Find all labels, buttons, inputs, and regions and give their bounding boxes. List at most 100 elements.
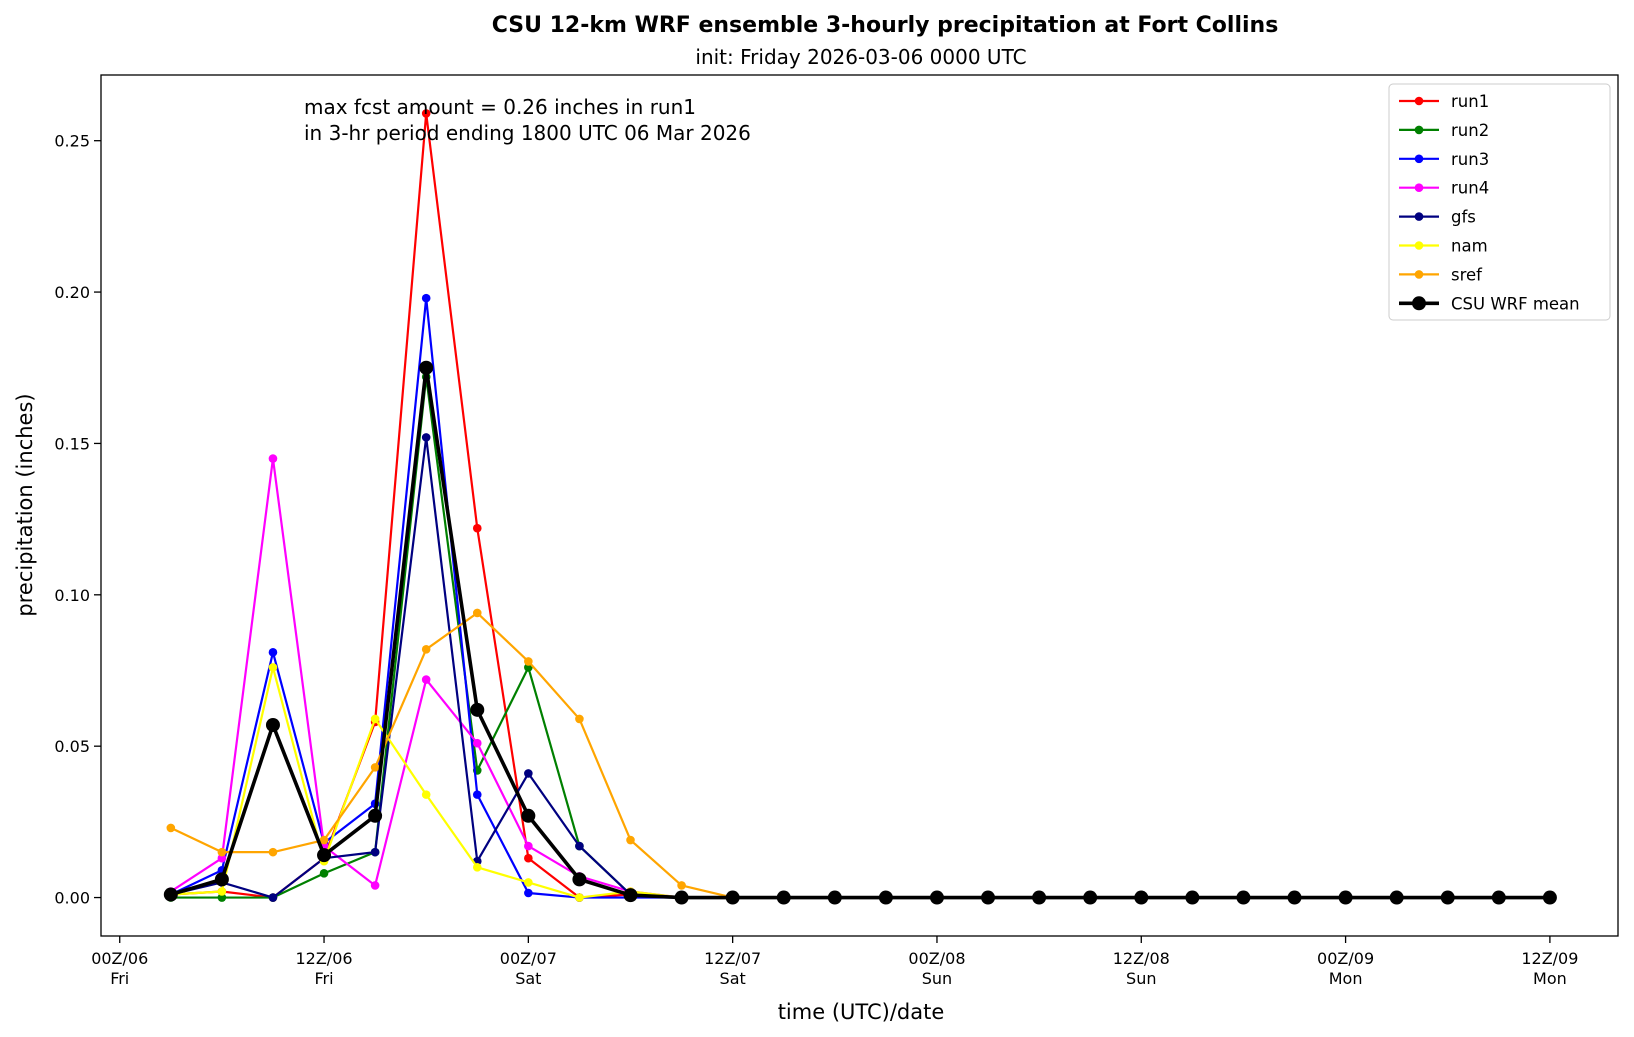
data-point — [166, 823, 176, 833]
legend-label: CSU WRF mean — [1451, 294, 1580, 313]
data-point — [317, 848, 332, 863]
series-nam — [166, 663, 1555, 902]
data-point — [472, 862, 482, 872]
data-point — [214, 872, 229, 887]
data-point — [368, 808, 383, 823]
data-point — [421, 109, 431, 118]
legend-marker — [1414, 125, 1424, 135]
data-point — [268, 648, 278, 657]
data-point — [370, 714, 380, 724]
data-point — [1338, 890, 1353, 905]
data-point — [1134, 890, 1149, 905]
legend-item: run4 — [1399, 179, 1489, 198]
legend-item: run3 — [1399, 150, 1489, 169]
data-point — [268, 663, 278, 672]
data-point — [217, 847, 227, 857]
legend-label: run3 — [1451, 150, 1489, 169]
legend-marker — [1414, 154, 1424, 164]
data-point — [472, 523, 482, 533]
x-tick-label: 00Z/06 — [91, 949, 148, 968]
data-point — [1287, 890, 1302, 905]
data-point — [217, 893, 227, 902]
x-tick-label: 00Z/09 — [1317, 949, 1374, 968]
data-point — [370, 881, 380, 890]
legend-item: sref — [1399, 265, 1483, 284]
legend-label: run1 — [1451, 92, 1489, 111]
data-point — [677, 881, 686, 890]
data-point — [1236, 890, 1251, 905]
y-tick-label: 0.05 — [54, 737, 90, 756]
x-tick-label: Sun — [1126, 969, 1156, 988]
x-tick-label: 12Z/08 — [1113, 949, 1170, 968]
legend-marker — [1414, 183, 1424, 192]
x-tick-label: 12Z/07 — [704, 949, 761, 968]
data-point — [163, 887, 178, 902]
data-point — [524, 853, 533, 863]
legend-label: run4 — [1451, 179, 1489, 198]
data-point — [472, 608, 482, 618]
legend-marker — [1414, 96, 1424, 106]
axis-ticks: 0.000.050.100.150.200.2500Z/06Fri12Z/06F… — [54, 132, 1578, 988]
data-point — [575, 893, 584, 902]
plot-frame — [100, 74, 1619, 937]
chart-title: CSU 12-km WRF ensemble 3-hourly precipit… — [492, 13, 1279, 38]
annotation-line-1: max fcst amount = 0.26 inches in run1 — [304, 95, 696, 119]
legend-marker — [1414, 212, 1424, 221]
data-point — [1083, 890, 1098, 905]
data-point — [929, 890, 944, 905]
x-tick-label: Sat — [515, 969, 541, 988]
data-point — [421, 675, 431, 684]
x-tick-label: Fri — [110, 969, 129, 988]
legend-label: gfs — [1451, 208, 1476, 227]
data-point — [268, 847, 278, 857]
data-point — [524, 888, 533, 898]
legend-marker — [1412, 296, 1426, 311]
data-point — [419, 360, 434, 375]
data-point — [776, 890, 791, 905]
x-tick-label: 12Z/09 — [1521, 949, 1578, 968]
data-point — [524, 878, 533, 887]
series-csu-wrf-mean — [163, 360, 1557, 905]
data-point — [575, 841, 584, 851]
data-point — [268, 454, 278, 463]
legend-label: sref — [1451, 265, 1483, 284]
data-point — [370, 847, 380, 857]
data-point — [472, 738, 482, 748]
legend-marker — [1414, 270, 1424, 279]
data-point — [521, 808, 536, 823]
x-tick-label: 00Z/07 — [500, 949, 557, 968]
x-tick-label: 00Z/08 — [908, 949, 965, 968]
data-point — [623, 888, 638, 903]
data-point — [1185, 890, 1200, 905]
legend-item: run2 — [1399, 121, 1489, 140]
data-point — [470, 702, 485, 717]
data-point — [421, 790, 431, 799]
data-point — [524, 769, 533, 778]
x-axis-label: time (UTC)/date — [778, 1000, 945, 1024]
y-axis-label: precipitation (inches) — [13, 393, 37, 616]
data-point — [217, 853, 227, 863]
series-run1 — [166, 109, 1555, 902]
data-point — [421, 293, 431, 303]
data-point — [524, 841, 533, 851]
data-point — [572, 872, 587, 887]
legend-item: gfs — [1399, 208, 1476, 227]
data-point — [217, 887, 227, 896]
legend-marker — [1414, 241, 1424, 250]
series-gfs — [166, 433, 1555, 902]
data-point — [265, 717, 280, 732]
annotation-line-2: in 3-hr period ending 1800 UTC 06 Mar 20… — [304, 121, 751, 145]
x-tick-label: Mon — [1533, 969, 1567, 988]
legend: run1 run2 run3 run4 gfs nam sref CSU WRF mean — [1388, 83, 1611, 321]
y-tick-label: 0.10 — [54, 586, 90, 605]
y-tick-label: 0.00 — [54, 889, 90, 908]
data-point — [1389, 890, 1404, 905]
legend-item: nam — [1399, 237, 1488, 256]
data-point — [725, 890, 740, 905]
data-point — [1032, 890, 1047, 905]
data-point — [268, 893, 278, 902]
data-point — [878, 890, 893, 905]
x-tick-label: 12Z/06 — [295, 949, 352, 968]
data-point — [1440, 890, 1455, 905]
